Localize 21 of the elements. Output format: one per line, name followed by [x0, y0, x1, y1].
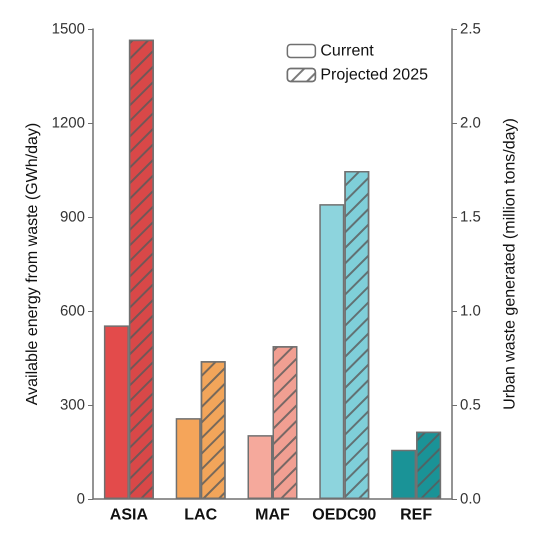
x-tick-label: REF	[400, 506, 432, 524]
x-tick-label: MAF	[255, 506, 290, 524]
y2-tick-label: 2.0	[460, 114, 481, 132]
y-tick-label: 300	[60, 396, 85, 414]
y-tick-label: 0	[76, 490, 85, 508]
y2-tick-label: 1.5	[460, 208, 481, 226]
y-axis-title: Available energy from waste (GWh/day)	[24, 122, 42, 406]
legend-label: Projected 2025	[320, 66, 428, 84]
y2-tick-label: 2.5	[460, 20, 481, 38]
y-tick-label: 1200	[52, 114, 85, 132]
y2-tick-label: 0.5	[460, 396, 481, 414]
y-tick-label: 600	[60, 302, 85, 320]
y-tick-label: 900	[60, 208, 85, 226]
x-tick-label: ASIA	[110, 506, 148, 524]
y2-axis-title: Urban waste generated (million tons/day)	[502, 118, 518, 410]
y2-tick-label: 1.0	[460, 302, 481, 320]
x-tick-label: LAC	[184, 506, 218, 524]
y2-tick-label: 0.0	[460, 490, 481, 508]
legend-label: Current	[320, 42, 374, 60]
y-tick-label: 1500	[52, 20, 85, 38]
x-tick-label: OEDC90	[312, 506, 376, 524]
